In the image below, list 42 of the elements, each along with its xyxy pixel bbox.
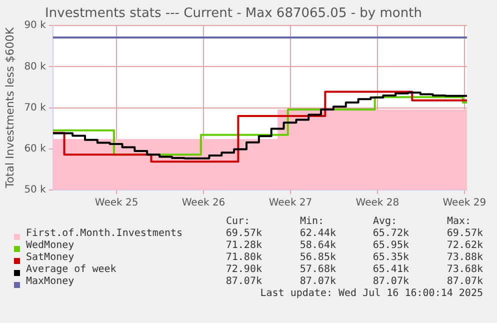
text: 65.35k bbox=[372, 252, 409, 263]
x-tick-label: Week 28 bbox=[356, 198, 400, 209]
legend-label: First.of.Month.Investments bbox=[26, 228, 183, 239]
text: 62.44k bbox=[300, 228, 336, 239]
y-tick-label: 80 k bbox=[24, 61, 46, 72]
y-tick-label: 60 k bbox=[24, 143, 46, 154]
x-tick-label: Week 26 bbox=[182, 198, 226, 209]
text: Last update: Wed Jul 16 16:00:14 2025 bbox=[260, 288, 483, 299]
text: 71.28k bbox=[226, 240, 262, 251]
legend-label: MaxMoney bbox=[26, 276, 74, 287]
text: Cur: bbox=[226, 216, 250, 227]
chart-title: Investments stats --- Current - Max 687065.05 - by month bbox=[45, 6, 422, 22]
x-tick-label: Week 29 bbox=[442, 198, 486, 209]
text: 87.07k bbox=[372, 276, 409, 287]
text: Avg: bbox=[373, 216, 398, 227]
text: 58.64k bbox=[300, 240, 336, 251]
text: 57.68k bbox=[300, 264, 336, 275]
legend-label: SatMoney bbox=[26, 252, 74, 263]
y-axis-title: Total Investments less $600K bbox=[3, 26, 16, 190]
text: 65.41k bbox=[372, 264, 409, 275]
text: 65.72k bbox=[372, 228, 409, 239]
x-tick-label: Week 27 bbox=[268, 198, 312, 209]
text: 69.57k bbox=[226, 228, 262, 239]
x-tick-label: Week 25 bbox=[94, 198, 138, 209]
legend-label: WedMoney bbox=[26, 240, 74, 251]
text: 71.80k bbox=[226, 252, 262, 263]
text: 87.07k bbox=[226, 276, 262, 287]
text: 87.07k bbox=[300, 276, 336, 287]
text: 72.90k bbox=[226, 264, 262, 275]
text: Min: bbox=[300, 216, 324, 227]
text: 73.68k bbox=[446, 264, 483, 275]
y-tick-label: 90 k bbox=[24, 20, 46, 32]
text: 65.95k bbox=[372, 240, 409, 251]
y-tick-label: 50 k bbox=[24, 184, 46, 196]
legend-label: Average of week bbox=[26, 264, 116, 275]
text: Max: bbox=[447, 216, 472, 227]
text: 87.07k bbox=[446, 276, 483, 287]
text: 69.57k bbox=[446, 228, 483, 239]
text: 72.62k bbox=[446, 240, 483, 251]
y-tick-label: 70 k bbox=[24, 102, 46, 114]
text: 56.85k bbox=[300, 252, 336, 263]
text: 73.88k bbox=[446, 252, 483, 263]
